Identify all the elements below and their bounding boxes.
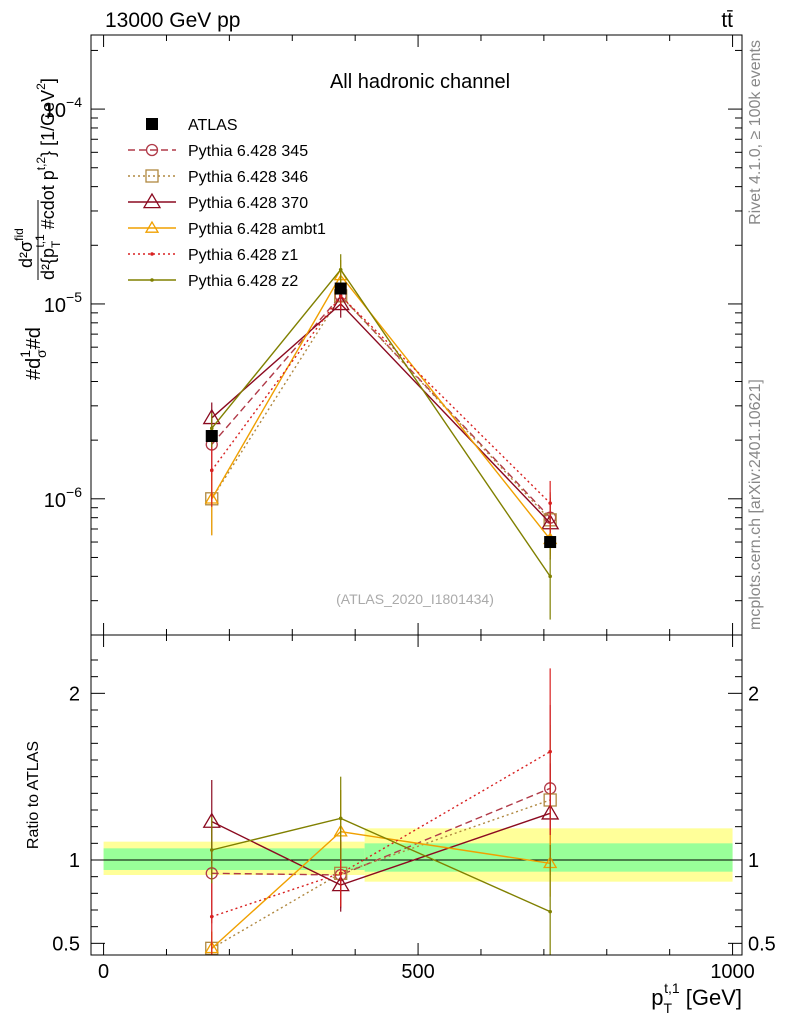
legend-marker-1	[145, 169, 159, 183]
atlas-data-point	[544, 536, 557, 549]
ylabel-part-a: #d	[23, 358, 45, 380]
legend-marker-3	[144, 220, 160, 233]
ratio-point	[338, 871, 343, 876]
series-line	[211, 302, 551, 524]
ratio-point	[209, 848, 214, 852]
series-5	[209, 254, 552, 620]
ratio-point	[338, 816, 343, 821]
legend-label-0: Pythia 6.428 345	[188, 143, 308, 160]
series-point	[548, 501, 552, 505]
ratio-y-tick-label: 1	[69, 850, 80, 872]
ratio-y-axis-label: Ratio to ATLAS	[25, 741, 42, 849]
ratio-band-inner-0	[103, 848, 365, 870]
ratio-series-5	[209, 776, 552, 955]
ratio-y-tick-label-right: 2	[748, 683, 759, 705]
legend-label-4: Pythia 6.428 z1	[188, 247, 298, 264]
legend-marker-0	[145, 143, 159, 157]
ylabel-numerator: d²σfid	[12, 228, 36, 268]
ratio-y-tick-label: 2	[69, 683, 80, 705]
x-tick-label: 0	[98, 961, 109, 983]
series-3	[204, 260, 558, 559]
legend-marker-4	[150, 252, 154, 256]
series-point	[209, 426, 214, 431]
main-y-axis-label: #d1σ#d d²σfid d²{pTt,1 #cdot pt,2} [1/Ge…	[12, 78, 63, 380]
series-4	[209, 284, 552, 534]
rivet-version-label: Rivet 4.1.0, ≥ 100k events	[747, 40, 764, 225]
ratio-point	[548, 909, 552, 914]
ratio-y-tick-label-right: 1	[748, 850, 759, 872]
chart-title: All hadronic channel	[330, 71, 510, 93]
legend-label-5: Pythia 6.428 z2	[188, 273, 298, 290]
atlas-data-point	[334, 282, 347, 295]
y-tick-label: 10−4	[44, 94, 82, 122]
header-energy-label: 13000 GeV pp	[105, 9, 240, 32]
mcplots-source-label: mcplots.cern.ch [arXiv:2401.10621]	[747, 379, 764, 630]
y-tick-label: 10−5	[44, 289, 82, 317]
legend-label-2: Pythia 6.428 370	[188, 195, 308, 212]
legend-label-atlas: ATLAS	[188, 117, 238, 134]
series-point	[548, 574, 552, 579]
svg-text:#d1σ#d: #d1σ#d	[17, 327, 49, 380]
legend-label-3: Pythia 6.428 ambt1	[188, 221, 326, 238]
header-process-label: tt̄	[721, 9, 733, 32]
y-tick-label: 10−6	[44, 484, 82, 512]
ratio-y-tick-label: 0.5	[52, 933, 80, 955]
series-line	[211, 294, 551, 519]
ylabel-part-d: #d	[23, 327, 45, 349]
legend-label-1: Pythia 6.428 346	[188, 169, 308, 186]
x-tick-label: 1000	[710, 961, 755, 983]
ratio-point	[209, 914, 214, 919]
x-tick-label: 500	[401, 961, 434, 983]
axes: 0 500 1000 10−4 10−5 10−6 0.5 0.5 1 1 2 2	[44, 35, 776, 983]
analysis-watermark: (ATLAS_2020_I1801434)	[336, 591, 494, 607]
main-panel	[202, 254, 560, 620]
legend-marker-2	[142, 192, 162, 209]
ratio-panel-frame	[90, 634, 743, 956]
ratio-series-line	[211, 787, 551, 876]
ratio-y-tick-label-right: 0.5	[748, 933, 776, 955]
series-point	[338, 294, 343, 298]
legend-marker-5	[150, 278, 154, 282]
series-point	[209, 468, 214, 473]
legend: ATLAS Pythia 6.428 345 Pythia 6.428 346 Pyt…	[128, 117, 326, 290]
legend-marker-atlas	[146, 118, 158, 130]
series-2	[202, 292, 560, 560]
series-line	[211, 268, 551, 577]
series-point	[338, 267, 343, 272]
ylabel-part-b: 1	[17, 350, 33, 358]
ylabel-denominator: d²{pTt,1 #cdot pt,2} [1/GeV2]	[33, 78, 63, 280]
ylabel-part-c: σ	[33, 349, 49, 358]
ratio-point	[548, 749, 552, 754]
series-1	[205, 284, 557, 557]
ratio-panel	[91, 668, 742, 955]
series-line	[211, 274, 551, 540]
series-0	[205, 284, 557, 555]
ratio-series-4	[209, 668, 552, 955]
x-axis-label: pTt,1 [GeV]	[651, 980, 742, 1016]
atlas-data-point	[205, 430, 218, 443]
